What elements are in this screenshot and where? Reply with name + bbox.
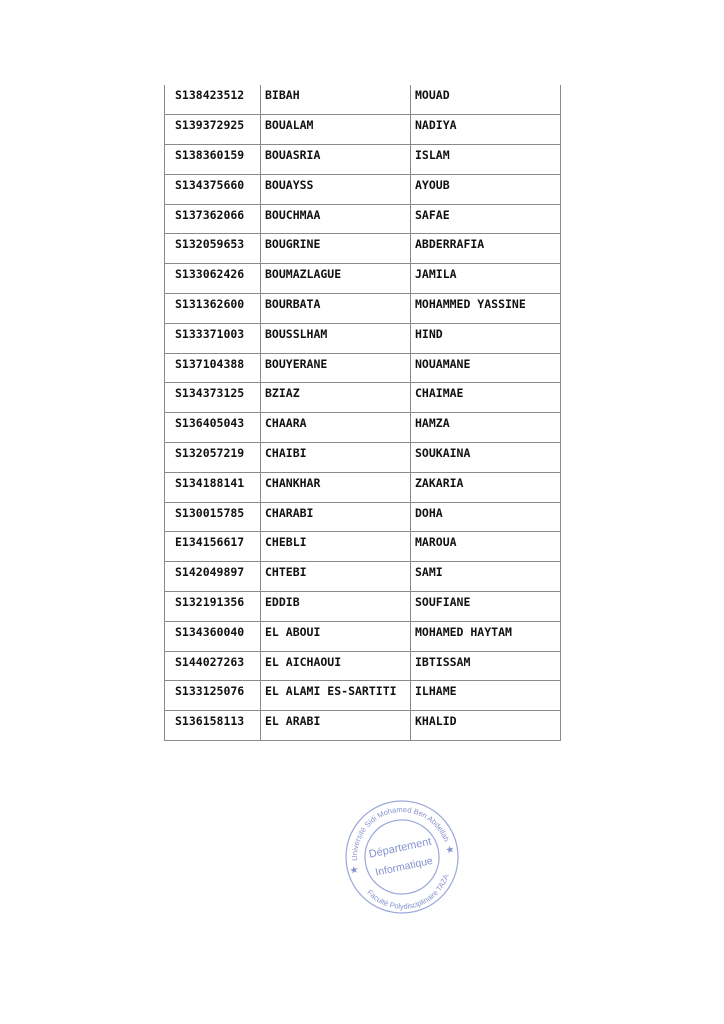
first-name-cell: SAMI <box>410 561 561 593</box>
department-stamp: Université Sidi Mohamed Ben Abdellah Fac… <box>341 795 459 919</box>
table-row: S133371003 BOUSSLHAM HIND <box>164 322 561 354</box>
first-name-cell: MOUAD <box>410 85 561 116</box>
first-name-cell: SAFAE <box>410 203 561 235</box>
table-row: S133062426 BOUMAZLAGUE JAMILA <box>164 263 561 295</box>
last-name-cell: CHAARA <box>260 412 411 444</box>
first-name-cell: MOHAMED HAYTAM <box>410 620 561 652</box>
last-name-cell: EL ARABI <box>260 710 411 742</box>
last-name-cell: BZIAZ <box>260 382 411 414</box>
table-row: S134373125 BZIAZ CHAIMAE <box>164 382 561 414</box>
student-id-cell: S130015785 <box>164 501 261 533</box>
last-name-cell: CHTEBI <box>260 561 411 593</box>
table-row: S137104388 BOUYERANE NOUAMANE <box>164 352 561 384</box>
student-id-cell: S138423512 <box>164 85 261 116</box>
table-row: S139372925 BOUALAM NADIYA <box>164 114 561 146</box>
student-id-cell: S134375660 <box>164 173 261 205</box>
last-name-cell: BOUMAZLAGUE <box>260 263 411 295</box>
last-name-cell: EL AICHAOUI <box>260 650 411 682</box>
table-row: S133125076 EL ALAMI ES-SARTITI ILHAME <box>164 680 561 712</box>
svg-text:Faculté Polydisciplinaire TAZA: Faculté Polydisciplinaire TAZA <box>364 871 455 919</box>
table-row: E134156617 CHEBLI MAROUA <box>164 531 561 563</box>
first-name-cell: ISLAM <box>410 144 561 175</box>
table-row: S131362600 BOURBATA MOHAMMED YASSINE <box>164 293 561 324</box>
student-id-cell: S144027263 <box>164 650 261 682</box>
last-name-cell: BOURBATA <box>260 293 411 324</box>
student-id-cell: S137104388 <box>164 352 261 384</box>
table-row: S132059653 BOUGRINE ABDERRAFIA <box>164 233 561 265</box>
first-name-cell: HIND <box>410 322 561 354</box>
first-name-cell: SOUFIANE <box>410 591 561 622</box>
student-id-cell: S131362600 <box>164 293 261 324</box>
student-id-cell: S132059653 <box>164 233 261 265</box>
table-row: S137362066 BOUCHMAA SAFAE <box>164 203 561 235</box>
table-row: S132191356 EDDIB SOUFIANE <box>164 591 561 622</box>
last-name-cell: BOUCHMAA <box>260 203 411 235</box>
student-id-cell: S136158113 <box>164 710 261 742</box>
table-row: S130015785 CHARABI DOHA <box>164 501 561 533</box>
student-id-cell: S134360040 <box>164 620 261 652</box>
student-id-cell: S136405043 <box>164 412 261 444</box>
student-id-cell: S133125076 <box>164 680 261 712</box>
last-name-cell: BOUASRIA <box>260 144 411 175</box>
student-id-cell: S134188141 <box>164 471 261 503</box>
first-name-cell: HAMZA <box>410 412 561 444</box>
table-row: S142049897 CHTEBI SAMI <box>164 561 561 593</box>
first-name-cell: IBTISSAM <box>410 650 561 682</box>
student-id-cell: S134373125 <box>164 382 261 414</box>
last-name-cell: BOUYERANE <box>260 352 411 384</box>
first-name-cell: KHALID <box>410 710 561 742</box>
student-id-cell: E134156617 <box>164 531 261 563</box>
table-row: S134360040 EL ABOUI MOHAMED HAYTAM <box>164 620 561 652</box>
table-row: S134188141 CHANKHAR ZAKARIA <box>164 471 561 503</box>
student-id-cell: S132191356 <box>164 591 261 622</box>
table-row: S132057219 CHAIBI SOUKAINA <box>164 442 561 473</box>
stamp-line2: Informatique <box>374 855 434 879</box>
last-name-cell: CHAIBI <box>260 442 411 473</box>
student-id-cell: S142049897 <box>164 561 261 593</box>
first-name-cell: NOUAMANE <box>410 352 561 384</box>
student-table: S138423512 BIBAH MOUAD S139372925 BOUALAM NAD… <box>164 85 561 742</box>
last-name-cell: CHARABI <box>260 501 411 533</box>
last-name-cell: BIBAH <box>260 85 411 116</box>
first-name-cell: ILHAME <box>410 680 561 712</box>
first-name-cell: MAROUA <box>410 531 561 563</box>
first-name-cell: DOHA <box>410 501 561 533</box>
student-id-cell: S137362066 <box>164 203 261 235</box>
first-name-cell: NADIYA <box>410 114 561 146</box>
last-name-cell: BOUAYSS <box>260 173 411 205</box>
first-name-cell: MOHAMMED YASSINE <box>410 293 561 324</box>
first-name-cell: ZAKARIA <box>410 471 561 503</box>
star-icon: ★ <box>445 844 456 857</box>
table-row: S138360159 BOUASRIA ISLAM <box>164 144 561 175</box>
student-id-cell: S132057219 <box>164 442 261 473</box>
last-name-cell: BOUSSLHAM <box>260 322 411 354</box>
first-name-cell: AYOUB <box>410 173 561 205</box>
last-name-cell: CHEBLI <box>260 531 411 563</box>
first-name-cell: ABDERRAFIA <box>410 233 561 265</box>
last-name-cell: EL ALAMI ES-SARTITI <box>260 680 411 712</box>
table-row: S136405043 CHAARA HAMZA <box>164 412 561 444</box>
last-name-cell: BOUALAM <box>260 114 411 146</box>
first-name-cell: SOUKAINA <box>410 442 561 473</box>
table-row: S144027263 EL AICHAOUI IBTISSAM <box>164 650 561 682</box>
table-row: S136158113 EL ARABI KHALID <box>164 710 561 742</box>
student-id-cell: S138360159 <box>164 144 261 175</box>
last-name-cell: EL ABOUI <box>260 620 411 652</box>
table-row: S138423512 BIBAH MOUAD <box>164 85 561 116</box>
last-name-cell: BOUGRINE <box>260 233 411 265</box>
student-id-cell: S139372925 <box>164 114 261 146</box>
first-name-cell: CHAIMAE <box>410 382 561 414</box>
student-id-cell: S133371003 <box>164 322 261 354</box>
student-id-cell: S133062426 <box>164 263 261 295</box>
first-name-cell: JAMILA <box>410 263 561 295</box>
star-icon: ★ <box>349 864 360 877</box>
last-name-cell: EDDIB <box>260 591 411 622</box>
table-row: S134375660 BOUAYSS AYOUB <box>164 173 561 205</box>
last-name-cell: CHANKHAR <box>260 471 411 503</box>
stamp-outer-bottom: Faculté Polydisciplinaire TAZA <box>364 871 455 919</box>
